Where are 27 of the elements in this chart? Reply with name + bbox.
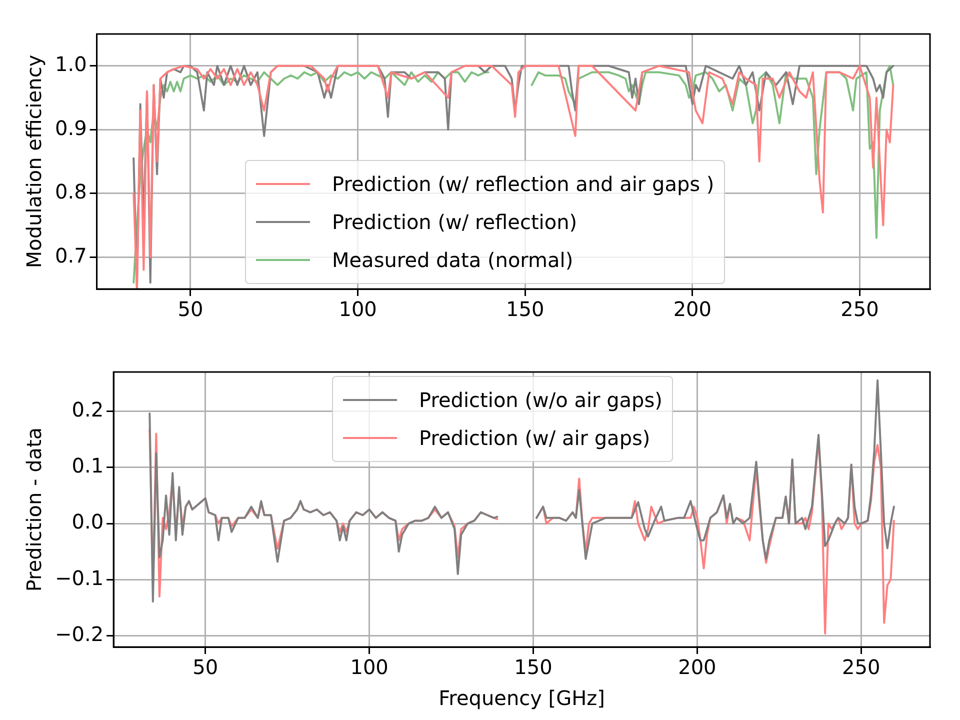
- x-tick-label: 200: [678, 655, 716, 680]
- legend-label: Prediction (w/o air gaps): [419, 388, 662, 412]
- x-tick-label: 100: [338, 297, 377, 322]
- x-tick-label: 150: [506, 297, 544, 322]
- x-tick-label: 150: [514, 655, 552, 680]
- x-tick-label: 250: [842, 655, 880, 680]
- x-tick-label: 50: [178, 297, 204, 322]
- x-tick-label: 250: [840, 297, 879, 322]
- x-axis-title: Frequency [GHz]: [438, 686, 605, 710]
- legend-label: Prediction (w/ air gaps): [419, 426, 650, 450]
- y-tick-label: −0.1: [54, 566, 104, 590]
- y-axis-title: Prediction - data: [22, 427, 46, 592]
- x-tick-label: 100: [350, 655, 388, 680]
- y-tick-label: −0.2: [54, 622, 104, 646]
- y-tick-label: 1.0: [54, 52, 87, 76]
- y-tick-label: 0.7: [54, 243, 87, 268]
- y-tick-label: 0.0: [72, 510, 104, 534]
- y-tick-label: 0.2: [72, 397, 104, 422]
- y-axis-title: Modulation efficiency: [22, 54, 46, 268]
- legend-label: Measured data (normal): [332, 248, 574, 272]
- y-tick-label: 0.1: [72, 454, 104, 478]
- y-tick-label: 0.8: [54, 180, 87, 204]
- legend-label: Prediction (w/ reflection): [332, 210, 578, 234]
- y-tick-label: 0.9: [54, 116, 87, 140]
- x-tick-label: 200: [673, 297, 712, 322]
- legend-label: Prediction (w/ reflection and air gaps ): [332, 172, 714, 196]
- x-tick-label: 50: [192, 655, 218, 680]
